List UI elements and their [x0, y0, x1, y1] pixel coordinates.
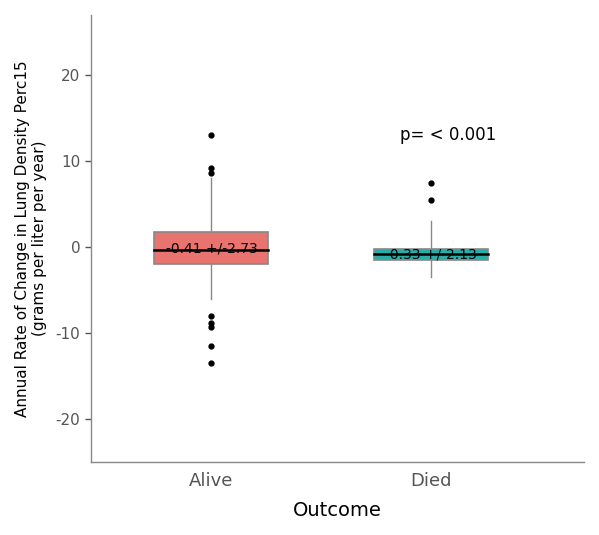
Text: -0.41 +/-2.73: -0.41 +/-2.73 — [165, 241, 258, 255]
X-axis label: Outcome: Outcome — [293, 501, 382, 520]
Bar — [155, 232, 268, 264]
Text: p= < 0.001: p= < 0.001 — [400, 126, 496, 144]
Bar — [374, 249, 488, 260]
Text: -0.33 +/-2.13: -0.33 +/-2.13 — [385, 248, 476, 262]
Y-axis label: Annual Rate of Change in Lung Density Perc15
(grams per liter per year): Annual Rate of Change in Lung Density Pe… — [15, 60, 47, 417]
